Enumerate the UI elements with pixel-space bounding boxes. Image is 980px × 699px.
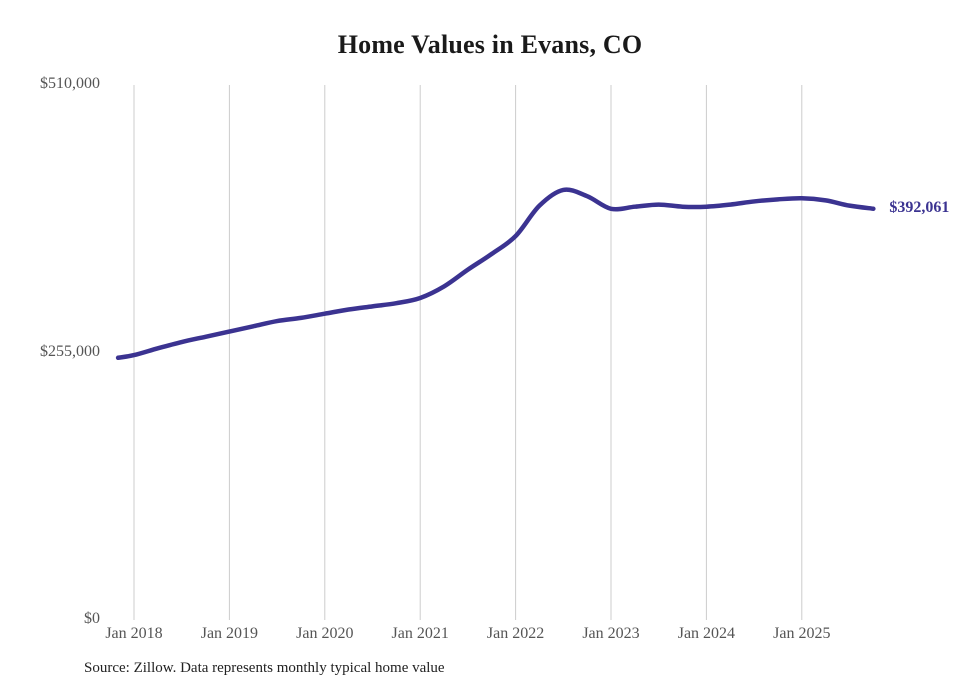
y-tick-label: $510,000 [40,75,100,92]
source-note: Source: Zillow. Data represents monthly … [84,660,445,676]
home-value-line [115,187,876,360]
x-tick-label: Jan 2025 [773,625,831,642]
x-tick-label: Jan 2019 [200,625,259,642]
y-tick-label: $0 [84,610,100,627]
x-tick-label: Jan 2018 [105,625,163,642]
x-tick-label: Jan 2020 [296,625,354,642]
x-gridlines [133,85,803,620]
y-tick-label: $255,000 [40,342,100,360]
chart-title: Home Values in Evans, CO [337,30,643,59]
x-tick-label: Jan 2023 [582,625,640,642]
end-value-label: $392,061 [889,198,950,216]
x-tick-label: Jan 2022 [486,625,545,642]
x-tick-label: Jan 2024 [677,625,736,642]
x-tick-label: Jan 2021 [391,625,449,642]
